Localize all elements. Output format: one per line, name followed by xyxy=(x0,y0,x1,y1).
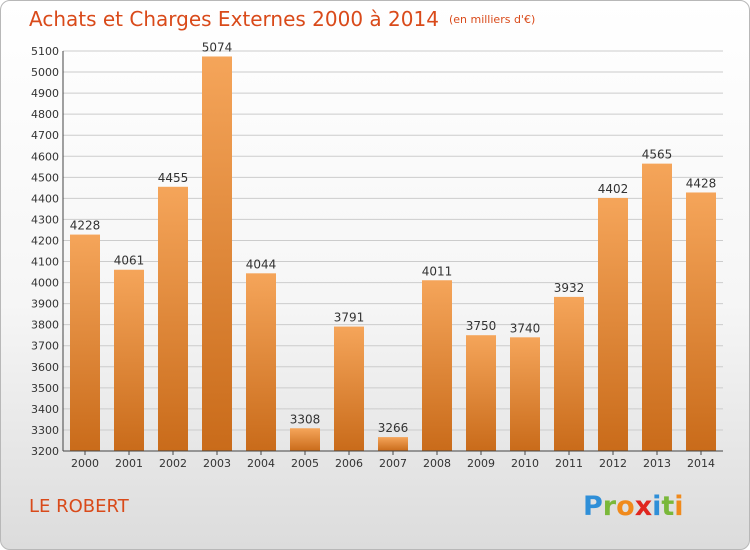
y-tick-label: 4900 xyxy=(31,87,59,100)
x-tick-label: 2000 xyxy=(71,457,99,470)
y-tick-label: 3200 xyxy=(31,445,59,458)
x-tick-label: 2011 xyxy=(555,457,583,470)
y-tick-label: 4400 xyxy=(31,192,59,205)
bar-2013 xyxy=(642,163,672,451)
data-label: 3932 xyxy=(554,281,585,295)
data-label: 3266 xyxy=(378,421,409,435)
data-label: 4565 xyxy=(642,148,673,162)
bar-2006 xyxy=(334,326,364,451)
y-axis-ticks: 3200 3300 3400 3500 3600 3700 3800 3900 4000 4100… xyxy=(31,45,59,458)
x-tick-label: 2004 xyxy=(247,457,275,470)
y-tick-label: 3800 xyxy=(31,319,59,332)
y-tick-label: 4200 xyxy=(31,234,59,247)
y-tick-label: 5000 xyxy=(31,66,59,79)
data-label: 4228 xyxy=(70,219,101,233)
y-tick-label: 4300 xyxy=(31,213,59,226)
y-tick-label: 4100 xyxy=(31,256,59,269)
y-tick-label: 3300 xyxy=(31,424,59,437)
x-tick-label: 2007 xyxy=(379,457,407,470)
bar-2003 xyxy=(202,56,232,451)
x-tick-label: 2003 xyxy=(203,457,231,470)
x-tick-label: 2013 xyxy=(643,457,671,470)
y-tick-label: 4700 xyxy=(31,129,59,142)
bar-2007 xyxy=(378,437,408,451)
data-label: 4044 xyxy=(246,257,277,271)
y-tick-label: 5100 xyxy=(31,45,59,58)
x-tick-label: 2005 xyxy=(291,457,319,470)
bar-2000 xyxy=(70,234,100,451)
data-label: 3308 xyxy=(290,412,321,426)
y-tick-label: 4600 xyxy=(31,150,59,163)
logo-letter: r xyxy=(602,491,617,522)
y-tick-label: 4000 xyxy=(31,277,59,290)
bar-2005 xyxy=(290,428,320,451)
y-tick-label: 3500 xyxy=(31,382,59,395)
bar-2010 xyxy=(510,337,540,451)
x-tick-label: 2014 xyxy=(687,457,715,470)
data-label: 5074 xyxy=(202,40,233,54)
data-label: 4011 xyxy=(422,264,453,278)
place-name: LE ROBERT xyxy=(29,496,129,517)
y-tick-label: 3400 xyxy=(31,403,59,416)
x-tick-label: 2001 xyxy=(115,457,143,470)
bar-2001 xyxy=(114,269,144,451)
bar-2014 xyxy=(686,192,716,451)
data-labels: 4228 4061 4455 5074 4044 3308 3791 3266 4011 3750… xyxy=(70,40,717,435)
proxiti-logo: Proxiti xyxy=(583,491,684,522)
chart-title: Achats et Charges Externes 2000 à 2014 (e… xyxy=(29,7,535,31)
y-tick-label: 3700 xyxy=(31,340,59,353)
y-tick-label: 4500 xyxy=(31,171,59,184)
y-tick-label: 4800 xyxy=(31,108,59,121)
bar-2009 xyxy=(466,335,496,451)
logo-letter: t xyxy=(661,491,675,522)
logo-letter: i xyxy=(674,491,684,522)
y-tick-label: 3900 xyxy=(31,298,59,311)
data-label: 4455 xyxy=(158,171,189,185)
logo-letter: P xyxy=(583,491,603,522)
bar-2011 xyxy=(554,296,584,451)
chart-unit: (en milliers d'€) xyxy=(448,13,536,26)
data-label: 3740 xyxy=(510,321,541,335)
logo-letter: o xyxy=(616,491,635,522)
bar-2012 xyxy=(598,197,628,451)
logo-letter: x xyxy=(634,491,653,522)
x-tick-label: 2006 xyxy=(335,457,363,470)
bar-2008 xyxy=(422,280,452,451)
bars xyxy=(70,56,716,451)
x-tick-label: 2002 xyxy=(159,457,187,470)
y-tick-label: 3600 xyxy=(31,361,59,374)
x-tick-label: 2012 xyxy=(599,457,627,470)
logo-letter: i xyxy=(652,491,662,522)
data-label: 4402 xyxy=(598,182,629,196)
bar-2004 xyxy=(246,273,276,451)
bar-2002 xyxy=(158,186,188,451)
x-tick-label: 2010 xyxy=(511,457,539,470)
data-label: 3791 xyxy=(334,311,365,325)
x-tick-label: 2009 xyxy=(467,457,495,470)
data-label: 3750 xyxy=(466,319,497,333)
chart-title-text: Achats et Charges Externes 2000 à 2014 xyxy=(29,7,439,31)
x-axis-ticks: 2000 2001 2002 2003 2004 2005 2006 2007 2008 2009… xyxy=(71,451,715,470)
data-label: 4061 xyxy=(114,254,145,268)
data-label: 4428 xyxy=(686,176,717,190)
x-tick-label: 2008 xyxy=(423,457,451,470)
